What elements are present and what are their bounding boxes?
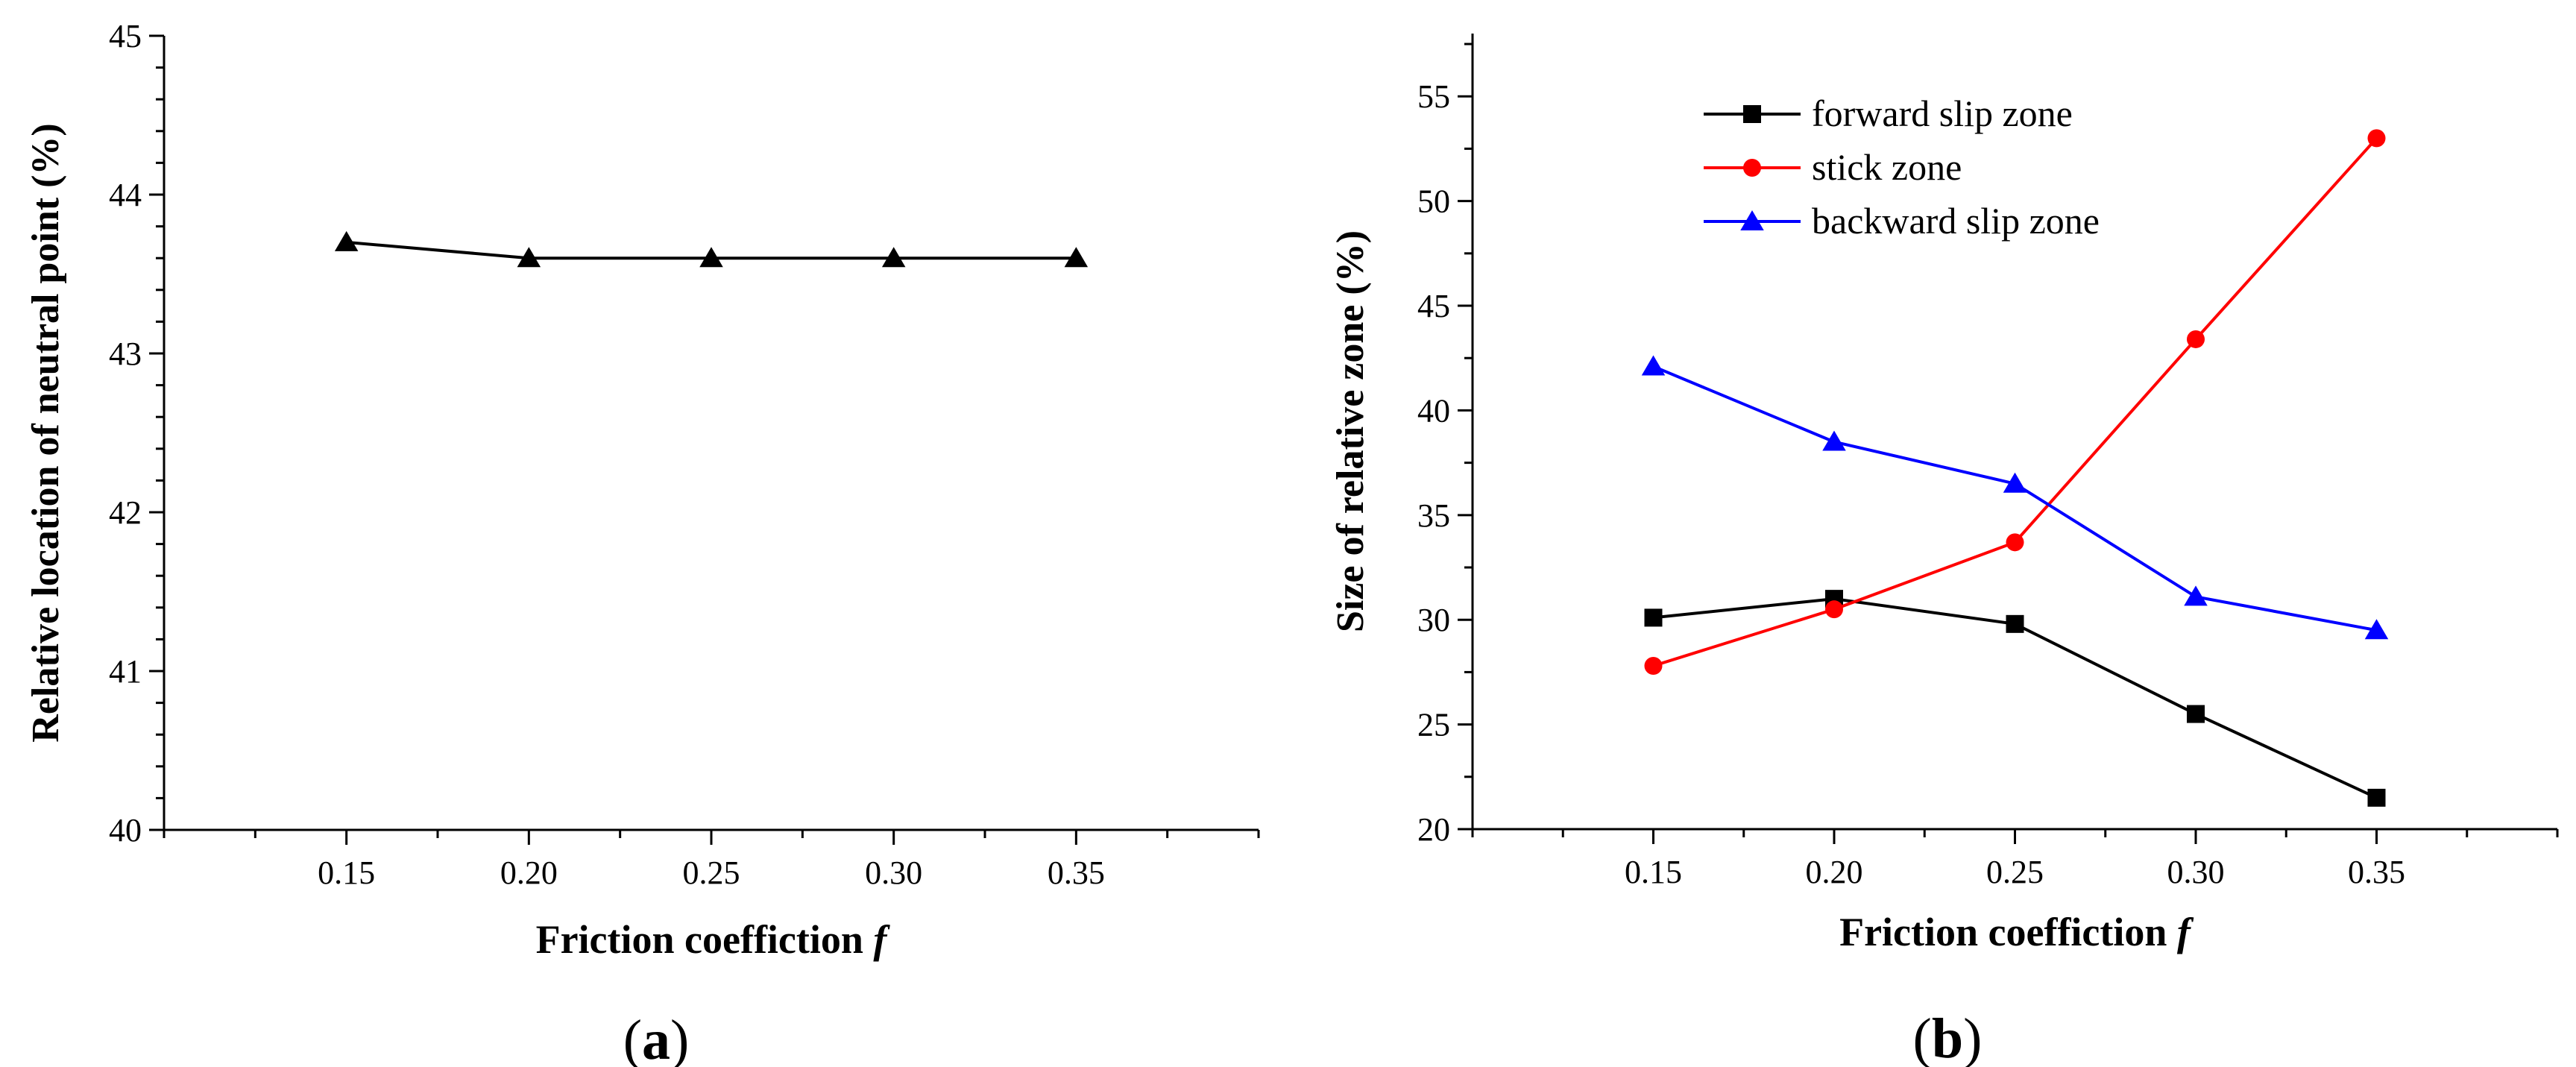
x-tick-label: 0.35 — [1048, 854, 1105, 891]
data-point-backward-slip-zone — [1641, 355, 1666, 376]
x-tick-label: 0.20 — [1806, 854, 1863, 890]
data-point-forward-slip-zone — [1644, 608, 1663, 627]
data-point-stick-zone — [2187, 330, 2205, 348]
y-tick-label: 41 — [109, 653, 142, 690]
data-point-stick-zone — [2006, 533, 2024, 552]
y-tick-label: 45 — [1417, 288, 1450, 324]
legend-label-backward-slip-zone: backward slip zone — [1812, 200, 2100, 242]
data-point-backward-slip-zone — [2184, 585, 2208, 606]
data-point-backward-slip-zone — [2003, 472, 2027, 493]
data-point-forward-slip-zone — [2006, 614, 2024, 633]
data-point-stick-zone — [1825, 600, 1843, 619]
x-tick-label: 0.15 — [318, 854, 375, 891]
legend-label-forward-slip-zone: forward slip zone — [1812, 92, 2073, 134]
data-point-neutral-point — [699, 247, 723, 268]
y-tick-label: 55 — [1417, 78, 1450, 115]
x-tick-label: 0.25 — [683, 854, 740, 891]
data-point-neutral-point — [517, 247, 541, 268]
data-point-stick-zone — [1644, 656, 1663, 675]
x-tick-label: 0.25 — [1986, 854, 2044, 890]
panel-label: (a) — [623, 1009, 690, 1067]
x-tick-label: 0.35 — [2348, 854, 2405, 890]
legend-label-stick-zone: stick zone — [1812, 146, 1962, 188]
y-tick-label: 42 — [109, 494, 142, 531]
y-axis-label: Relative location of neutral point (%) — [25, 123, 67, 742]
x-tick-label: 0.30 — [865, 854, 922, 891]
y-tick-label: 50 — [1417, 183, 1450, 220]
data-point-neutral-point — [881, 247, 906, 268]
legend-marker-backward-slip-zone — [1740, 210, 1764, 230]
x-tick-label: 0.15 — [1625, 854, 1682, 890]
chart-b: 0.15 0.20 0.25 0.30 0.35 20 25 30 35 40 45 50 55 Fric… — [1329, 34, 2559, 1067]
chart-a: 0.15 0.20 0.25 0.30 0.35 40 41 42 43 44 45 Friction… — [25, 18, 1260, 1067]
legend-marker-forward-slip-zone — [1743, 105, 1761, 123]
data-point-backward-slip-zone — [1822, 430, 1846, 451]
y-tick-label: 43 — [109, 336, 142, 372]
x-tick-label: 0.30 — [2167, 854, 2225, 890]
panel-label: (b) — [1913, 1007, 1983, 1067]
data-point-stick-zone — [2367, 129, 2386, 148]
y-tick-label: 30 — [1417, 602, 1450, 638]
data-point-neutral-point — [334, 230, 359, 251]
legend-marker-stick-zone — [1743, 159, 1761, 177]
data-point-forward-slip-zone — [2187, 705, 2205, 723]
series-line-backward-slip-zone — [1652, 365, 2377, 632]
y-tick-label: 45 — [109, 18, 142, 54]
y-axis-label: Size of relative zone (%) — [1329, 230, 1372, 632]
y-tick-label: 25 — [1417, 707, 1450, 743]
y-tick-label: 44 — [109, 177, 142, 213]
x-axis-label: Friction coeffiction f — [1839, 910, 2194, 954]
y-tick-label: 40 — [1417, 392, 1450, 429]
x-tick-label: 0.20 — [500, 854, 558, 891]
x-axis-label: Friction coeffiction f — [536, 917, 891, 962]
data-point-neutral-point — [1064, 247, 1089, 268]
y-tick-label: 35 — [1417, 497, 1450, 534]
y-tick-label: 20 — [1417, 811, 1450, 848]
y-tick-label: 40 — [109, 812, 142, 849]
data-point-forward-slip-zone — [2367, 788, 2386, 807]
data-point-backward-slip-zone — [2364, 619, 2389, 640]
